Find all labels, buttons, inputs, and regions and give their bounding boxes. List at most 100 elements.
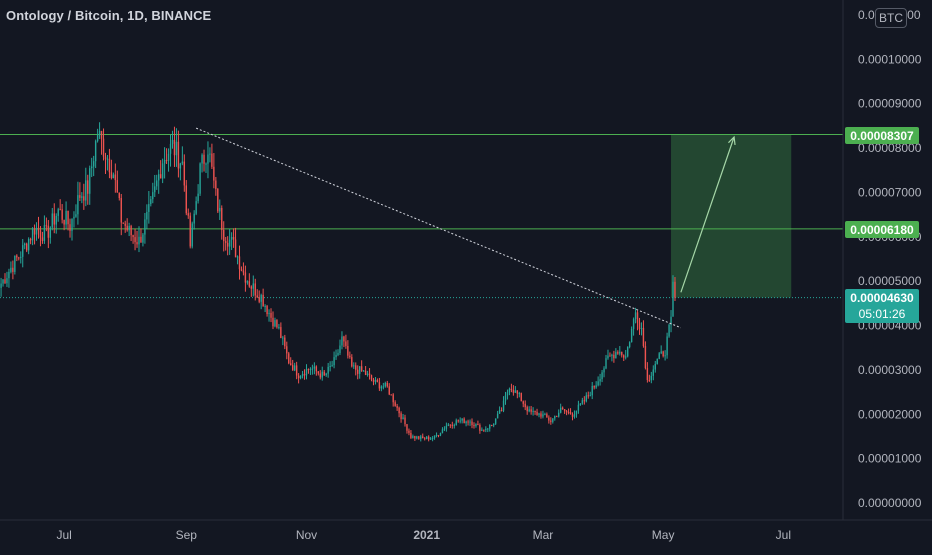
y-tick-label: 0.00008000 xyxy=(858,141,922,155)
candle-body xyxy=(368,373,371,376)
candle-body xyxy=(12,267,14,272)
candle-body xyxy=(613,354,615,359)
candle-body xyxy=(489,425,491,429)
candle-body xyxy=(561,407,564,410)
candle-body xyxy=(77,195,79,215)
candle-body xyxy=(179,163,182,169)
candle-body xyxy=(585,395,587,402)
candles-layer xyxy=(0,122,676,442)
candle-body xyxy=(447,424,450,426)
currency-badge[interactable]: BTC xyxy=(875,8,907,28)
candle-body xyxy=(120,198,122,223)
candle-body xyxy=(288,353,290,364)
candle-body xyxy=(512,389,515,393)
candle-body xyxy=(185,185,187,214)
candle-body xyxy=(487,428,489,430)
candle-body xyxy=(152,192,154,200)
candle-body xyxy=(546,414,548,418)
candle-body xyxy=(634,312,637,320)
candle-body xyxy=(522,401,524,404)
candle-body xyxy=(412,436,414,438)
candle-body xyxy=(670,316,672,325)
candle-body xyxy=(209,153,211,155)
x-tick-label: Jul xyxy=(776,528,791,542)
candle-body xyxy=(319,373,321,378)
candle-body xyxy=(524,403,526,408)
candle-body xyxy=(347,345,349,356)
candle-body xyxy=(242,270,245,273)
candle-body xyxy=(640,327,643,329)
candle-body xyxy=(453,424,455,426)
candle-body xyxy=(331,365,333,367)
candle-body xyxy=(189,215,191,247)
candle-body xyxy=(161,163,164,179)
candle-body xyxy=(110,172,113,179)
candle-body xyxy=(61,209,63,220)
target-arrow-head xyxy=(728,135,736,146)
resistance-badge-label: 0.00008307 xyxy=(850,129,914,143)
candle-body xyxy=(98,130,101,136)
candle-body xyxy=(171,139,174,144)
candle-body xyxy=(91,166,93,169)
candle-body xyxy=(92,161,95,167)
candle-body xyxy=(329,366,331,368)
candle-body xyxy=(418,436,420,439)
candle-body xyxy=(471,421,473,426)
candle-body xyxy=(191,223,193,247)
candle-body xyxy=(193,213,195,224)
candle-body xyxy=(335,354,337,358)
candle-body xyxy=(83,196,85,201)
candle-body xyxy=(128,225,130,231)
candle-body xyxy=(282,337,284,339)
candle-body xyxy=(510,388,513,390)
candle-body xyxy=(6,278,8,284)
candle-body xyxy=(219,207,221,212)
candle-body xyxy=(459,420,461,422)
candle-body xyxy=(33,228,36,235)
candle-body xyxy=(197,193,199,202)
candle-body xyxy=(252,283,254,289)
candle-body xyxy=(477,424,479,426)
candle-body xyxy=(55,215,57,225)
candle-body xyxy=(71,218,73,231)
candle-body xyxy=(355,365,357,370)
y-tick-label: 0.00000000 xyxy=(858,496,922,510)
candle-body xyxy=(508,388,511,393)
candle-body xyxy=(258,297,260,302)
candle-body xyxy=(386,382,388,387)
candle-body xyxy=(425,436,428,439)
candle-body xyxy=(211,153,213,167)
x-tick-label: Sep xyxy=(176,528,198,542)
candle-body xyxy=(343,336,345,342)
candle-body xyxy=(291,365,294,371)
candle-body xyxy=(646,368,649,380)
candle-body xyxy=(217,188,219,212)
candle-body xyxy=(177,141,180,169)
candle-body xyxy=(43,225,46,241)
candle-body xyxy=(662,351,664,357)
candle-body xyxy=(195,201,197,214)
candle-body xyxy=(636,312,639,323)
candle-body xyxy=(559,407,562,413)
candle-body xyxy=(658,353,660,359)
candle-body xyxy=(16,255,18,258)
candle-body xyxy=(313,366,316,369)
candle-body xyxy=(246,281,249,283)
candle-body xyxy=(351,357,353,367)
candle-body xyxy=(207,154,209,164)
candle-body xyxy=(496,413,499,419)
candle-body xyxy=(552,418,554,422)
candle-body xyxy=(431,437,434,439)
candle-body xyxy=(59,209,61,211)
candle-body xyxy=(654,363,656,370)
candle-body xyxy=(642,327,645,346)
candle-body xyxy=(410,432,412,438)
candle-body xyxy=(248,281,251,287)
candle-body xyxy=(542,414,544,417)
candle-body xyxy=(617,352,619,354)
candle-body xyxy=(536,411,538,415)
candle-body xyxy=(473,425,475,427)
candle-body xyxy=(422,436,424,439)
